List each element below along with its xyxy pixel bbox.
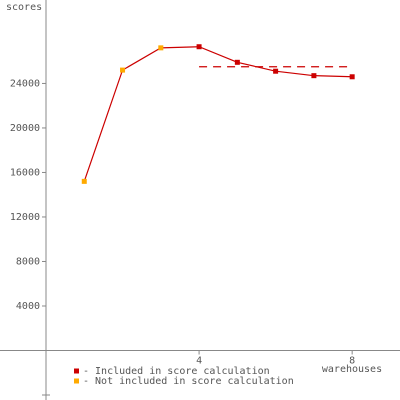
- x-axis-label: warehouses: [322, 364, 382, 375]
- x-tick-label: 4: [196, 355, 202, 366]
- legend-label: - Not included in score calculation: [83, 376, 294, 387]
- y-tick-label: 16000: [10, 167, 40, 178]
- point: [349, 74, 355, 80]
- point: [158, 45, 164, 51]
- y-tick-label: 4000: [16, 301, 40, 312]
- y-tick-label: 8000: [16, 256, 40, 267]
- point: [311, 73, 317, 79]
- x-tick-label: 8: [349, 355, 355, 366]
- point: [120, 67, 126, 73]
- score-line: [83, 46, 353, 182]
- y-axis-label: scores: [6, 2, 42, 13]
- y-tick-label: 20000: [10, 123, 40, 134]
- legend-marker: [74, 378, 79, 384]
- point: [234, 59, 240, 65]
- legend-label: - Included in score calculation: [83, 366, 270, 377]
- y-tick-label: 24000: [10, 78, 40, 89]
- point: [273, 68, 279, 74]
- point: [81, 178, 87, 184]
- point: [196, 44, 202, 50]
- legend-marker: [74, 368, 79, 374]
- y-tick-label: 12000: [10, 212, 40, 223]
